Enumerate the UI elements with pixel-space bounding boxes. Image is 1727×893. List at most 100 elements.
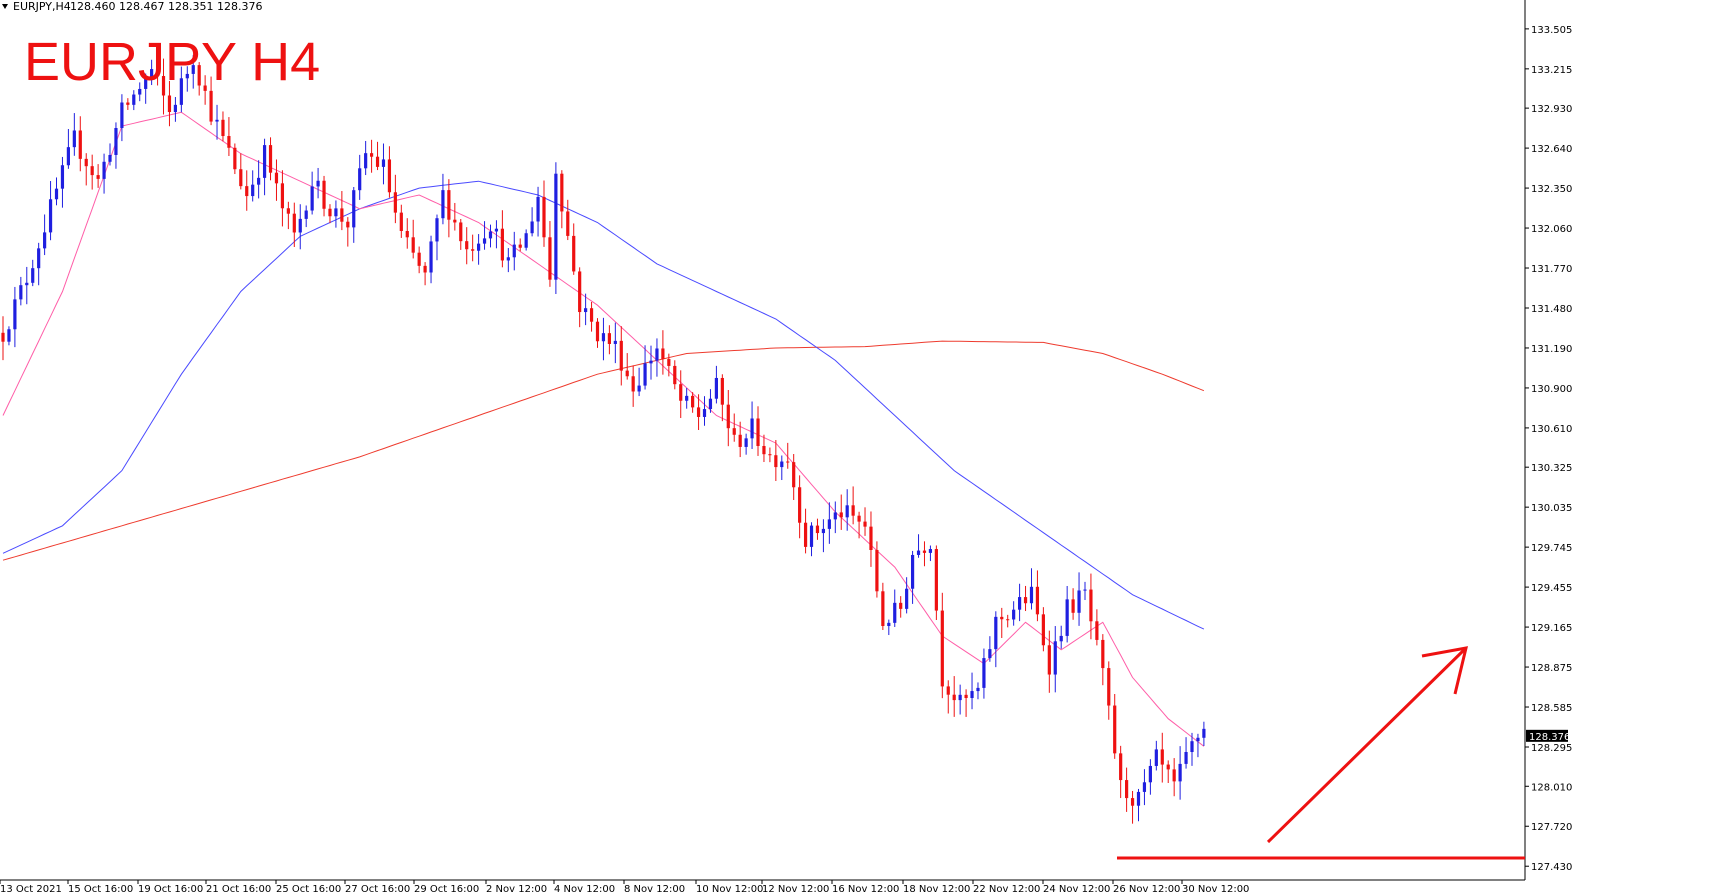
candle bbox=[815, 518, 820, 540]
candle bbox=[1071, 588, 1075, 620]
candle bbox=[369, 139, 374, 173]
candle bbox=[560, 170, 564, 229]
candle bbox=[31, 259, 35, 287]
candle bbox=[542, 180, 546, 247]
candle bbox=[1089, 573, 1093, 640]
price-tick-label: 128.010 bbox=[1531, 782, 1572, 793]
candle bbox=[1196, 733, 1200, 758]
candle bbox=[155, 63, 160, 86]
candle bbox=[655, 338, 659, 377]
time-tick-label: 12 Nov 12:00 bbox=[762, 884, 829, 893]
price-tick-label: 128.585 bbox=[1531, 703, 1572, 714]
candle bbox=[518, 238, 522, 252]
candle bbox=[251, 170, 255, 202]
candle bbox=[1065, 586, 1069, 643]
candle bbox=[108, 143, 112, 166]
candle bbox=[465, 227, 469, 265]
time-tick-label: 15 Oct 16:00 bbox=[68, 884, 133, 893]
candle bbox=[334, 200, 338, 228]
candle bbox=[780, 455, 784, 481]
candle bbox=[423, 262, 427, 286]
candle bbox=[768, 447, 772, 463]
candle bbox=[48, 181, 53, 241]
candle bbox=[37, 242, 41, 286]
time-tick-label: 2 Nov 12:00 bbox=[486, 884, 547, 893]
moving-average-slow bbox=[2, 340, 1205, 561]
candle bbox=[940, 592, 944, 699]
candle bbox=[1125, 767, 1129, 812]
candle bbox=[197, 62, 201, 96]
candle bbox=[530, 207, 534, 237]
candle bbox=[393, 174, 397, 224]
candle bbox=[150, 59, 154, 86]
overlay-title: EURJPY H4 bbox=[24, 32, 320, 92]
candle bbox=[66, 128, 70, 169]
price-tick-label: 130.900 bbox=[1531, 384, 1572, 395]
candle bbox=[714, 365, 718, 404]
candle bbox=[994, 611, 998, 668]
price-tick-label: 132.060 bbox=[1531, 224, 1572, 235]
candle bbox=[203, 75, 207, 105]
candle bbox=[280, 170, 285, 227]
time-tick-label: 4 Nov 12:00 bbox=[554, 884, 615, 893]
time-tick-label: 22 Nov 12:00 bbox=[973, 884, 1040, 893]
price-tick-label: 129.455 bbox=[1531, 583, 1572, 594]
price-tick-label: 130.325 bbox=[1531, 463, 1572, 474]
candle bbox=[1178, 746, 1182, 800]
candle bbox=[453, 202, 457, 231]
candle bbox=[292, 202, 296, 248]
candle bbox=[1172, 758, 1176, 797]
candle bbox=[167, 80, 172, 127]
price-tick-label: 131.190 bbox=[1531, 344, 1572, 355]
dropdown-triangle-icon[interactable] bbox=[2, 4, 8, 9]
candle bbox=[126, 98, 130, 110]
candle bbox=[185, 66, 189, 92]
candle bbox=[548, 221, 552, 287]
candle bbox=[1107, 661, 1111, 720]
candle bbox=[387, 146, 392, 198]
candle bbox=[1119, 745, 1123, 799]
candle bbox=[120, 94, 124, 142]
candle bbox=[1000, 607, 1004, 638]
candle bbox=[102, 153, 106, 194]
candle bbox=[221, 111, 225, 142]
price-tick-label: 132.640 bbox=[1531, 144, 1572, 155]
candle bbox=[60, 156, 65, 208]
candle bbox=[619, 326, 623, 386]
candle bbox=[7, 326, 11, 346]
candle bbox=[500, 210, 504, 268]
candle bbox=[1130, 790, 1135, 824]
candle bbox=[863, 507, 867, 536]
candle bbox=[869, 511, 873, 567]
candle bbox=[910, 550, 915, 604]
price-tick-label: 132.350 bbox=[1531, 184, 1572, 195]
candle bbox=[399, 204, 403, 238]
candle bbox=[625, 353, 629, 380]
candle bbox=[572, 223, 576, 275]
candle bbox=[72, 113, 76, 156]
time-tick-label: 24 Nov 12:00 bbox=[1043, 884, 1110, 893]
candle bbox=[970, 672, 974, 710]
candle bbox=[916, 534, 921, 558]
candle bbox=[673, 360, 677, 390]
candle bbox=[435, 214, 439, 261]
candle bbox=[1113, 694, 1117, 759]
candle bbox=[257, 160, 261, 199]
candle bbox=[881, 582, 885, 631]
candle bbox=[1166, 760, 1170, 783]
arrow-up-icon bbox=[1421, 646, 1468, 695]
candle bbox=[536, 186, 540, 237]
candle bbox=[411, 219, 415, 259]
candle bbox=[934, 545, 938, 620]
price-tick-label: 131.770 bbox=[1531, 264, 1572, 275]
price-tick-label: 130.035 bbox=[1531, 503, 1572, 514]
candle bbox=[477, 234, 481, 265]
time-tick-label: 26 Nov 12:00 bbox=[1113, 884, 1180, 893]
candle bbox=[762, 434, 766, 463]
candle bbox=[958, 684, 962, 715]
candle bbox=[268, 137, 273, 181]
candle bbox=[1035, 570, 1040, 622]
candle bbox=[946, 680, 950, 714]
candle bbox=[1202, 721, 1206, 746]
